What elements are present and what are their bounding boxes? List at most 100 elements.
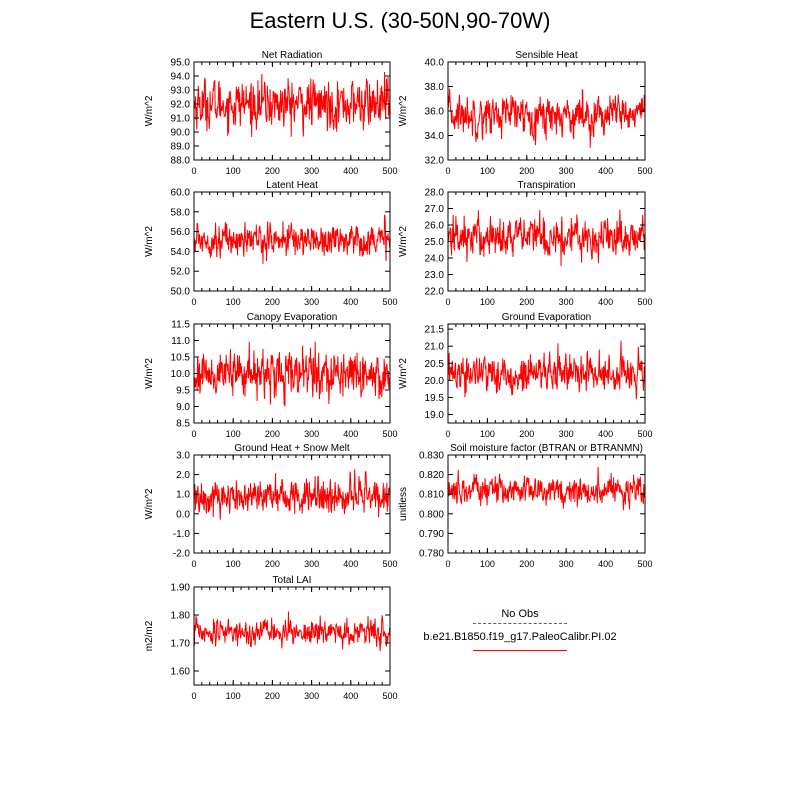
x-tick-label: 300 [559, 429, 574, 439]
x-tick-label: 500 [637, 297, 652, 307]
x-tick-label: 200 [265, 429, 280, 439]
y-tick-label: 95.0 [171, 58, 191, 69]
y-axis-label: unitless [398, 487, 409, 521]
y-tick-label: 10.0 [171, 369, 191, 380]
y-tick-label: 52.0 [171, 267, 191, 278]
x-tick-label: 200 [519, 429, 534, 439]
y-tick-label: 50.0 [171, 287, 191, 298]
legend-entry-no-obs: No Obs [470, 608, 570, 624]
series-line [447, 88, 646, 148]
panel-title: Net Radiation [262, 50, 323, 61]
y-tick-label: 11.0 [171, 336, 190, 347]
series-line [193, 469, 391, 520]
panel-title: Sensible Heat [515, 50, 577, 61]
plot-frame [447, 323, 646, 424]
x-tick-label: 400 [598, 297, 613, 307]
x-tick-label: 500 [382, 297, 397, 307]
legend-line-solid [473, 650, 567, 651]
plot-frame [447, 454, 646, 554]
y-tick-label: 94.0 [171, 72, 191, 83]
y-tick-label: 91.0 [171, 114, 191, 125]
y-tick-label: 25.0 [425, 237, 445, 248]
x-tick-label: 0 [191, 691, 196, 701]
x-tick-label: 500 [382, 691, 397, 701]
y-tick-label: 1.60 [171, 667, 191, 678]
y-axis-label: W/m^2 [144, 226, 155, 257]
y-axis-label: W/m^2 [144, 358, 155, 389]
x-tick-label: 100 [226, 297, 241, 307]
y-tick-label: 2.0 [176, 470, 190, 481]
series-line [193, 341, 391, 407]
series-line [193, 71, 391, 137]
y-tick-label: 20.0 [425, 376, 445, 387]
y-axis-label: W/m^2 [144, 488, 155, 519]
legend-entry-model-run: b.e21.B1850.f19_g17.PaleoCalibr.PI.02 [410, 631, 630, 651]
x-tick-label: 0 [445, 559, 450, 569]
y-tick-label: 34.0 [425, 131, 445, 142]
y-tick-label: 21.5 [425, 325, 445, 336]
legend-line-dashed [473, 623, 567, 624]
panel-title: Total LAI [273, 575, 312, 586]
x-tick-label: 300 [559, 559, 574, 569]
plot-frame [193, 191, 391, 292]
x-tick-label: 100 [480, 297, 495, 307]
y-tick-label: 19.5 [425, 393, 445, 404]
y-tick-label: 93.0 [171, 86, 191, 97]
y-tick-label: 20.5 [425, 359, 445, 370]
plot-frame [193, 61, 391, 161]
x-tick-label: 300 [304, 166, 319, 176]
x-tick-label: 400 [598, 559, 613, 569]
x-tick-label: 200 [519, 559, 534, 569]
y-axis-label: W/m^2 [398, 95, 409, 126]
x-tick-label: 500 [637, 559, 652, 569]
x-tick-label: 100 [480, 559, 495, 569]
series-line [447, 340, 646, 400]
y-tick-label: 36.0 [425, 107, 445, 118]
x-tick-label: 0 [191, 429, 196, 439]
x-tick-label: 100 [226, 166, 241, 176]
y-tick-label: 10.5 [171, 353, 191, 364]
y-tick-label: 0.800 [419, 509, 444, 520]
x-tick-label: 100 [226, 691, 241, 701]
y-tick-label: 1.80 [171, 611, 191, 622]
legend-label: b.e21.B1850.f19_g17.PaleoCalibr.PI.02 [423, 631, 617, 643]
x-tick-label: 200 [265, 166, 280, 176]
x-tick-label: 500 [637, 429, 652, 439]
y-tick-label: 0.810 [419, 490, 444, 501]
plot-frame [193, 586, 391, 686]
y-tick-label: 8.5 [176, 419, 190, 430]
y-tick-label: 92.0 [171, 100, 191, 111]
x-tick-label: 100 [226, 429, 241, 439]
y-tick-label: 38.0 [425, 82, 445, 93]
panel-title: Transpiration [518, 180, 576, 191]
x-tick-label: 0 [445, 429, 450, 439]
x-tick-label: 200 [519, 166, 534, 176]
x-tick-label: 200 [265, 691, 280, 701]
y-tick-label: 0.0 [176, 509, 190, 520]
y-tick-label: 26.0 [425, 221, 445, 232]
panel-title: Ground Evaporation [502, 312, 592, 323]
series-line [447, 209, 646, 267]
series-line [193, 611, 391, 652]
y-axis-label: m2/m2 [144, 620, 155, 651]
y-tick-label: 9.0 [176, 402, 190, 413]
y-tick-label: 23.0 [425, 270, 445, 281]
x-tick-label: 300 [559, 166, 574, 176]
x-tick-label: 400 [343, 559, 358, 569]
y-tick-label: 0.820 [419, 470, 444, 481]
series-line [447, 466, 646, 511]
x-tick-label: 500 [382, 429, 397, 439]
y-tick-label: 58.0 [171, 207, 191, 218]
x-tick-label: 500 [382, 559, 397, 569]
x-tick-label: 300 [304, 691, 319, 701]
y-tick-label: 54.0 [171, 247, 191, 258]
x-tick-label: 400 [598, 166, 613, 176]
y-tick-label: 9.5 [176, 386, 190, 397]
x-tick-label: 0 [445, 297, 450, 307]
x-tick-label: 400 [598, 429, 613, 439]
x-tick-label: 400 [343, 297, 358, 307]
y-tick-label: 32.0 [425, 156, 445, 167]
y-tick-label: 1.70 [171, 639, 191, 650]
y-tick-label: 1.90 [171, 583, 191, 594]
x-tick-label: 100 [480, 429, 495, 439]
